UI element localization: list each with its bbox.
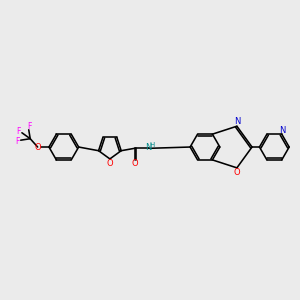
Text: N: N	[145, 143, 152, 152]
Text: N: N	[234, 117, 240, 126]
Text: F: F	[28, 122, 32, 131]
Text: O: O	[131, 159, 138, 168]
Text: F: F	[16, 127, 20, 136]
Text: O: O	[34, 142, 41, 152]
Text: N: N	[280, 126, 286, 135]
Text: H: H	[149, 142, 154, 148]
Text: O: O	[106, 159, 113, 168]
Text: O: O	[234, 168, 241, 177]
Text: F: F	[15, 137, 19, 146]
